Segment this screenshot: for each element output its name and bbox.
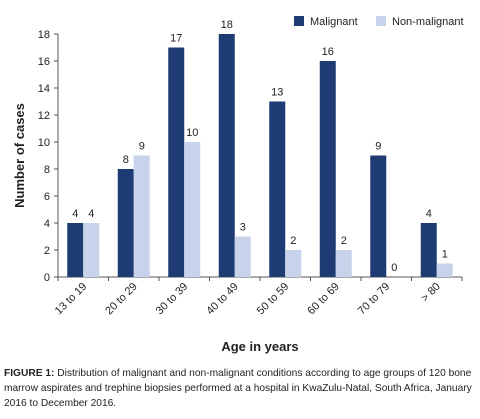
legend-label: Non-malignant xyxy=(392,16,464,28)
bar-malignant xyxy=(117,169,134,277)
data-label: 18 xyxy=(221,19,233,31)
data-label: 8 xyxy=(123,154,129,166)
legend-swatch xyxy=(294,16,304,26)
data-label: 2 xyxy=(290,235,296,247)
bar-non-malignant xyxy=(234,236,251,277)
data-label: 13 xyxy=(271,87,283,99)
bar-malignant xyxy=(420,223,437,277)
y-tick-label: 14 xyxy=(38,83,50,95)
data-label: 17 xyxy=(170,33,182,45)
x-tick-label: 50 to 59 xyxy=(255,281,292,318)
y-tick-label: 4 xyxy=(44,218,50,230)
bar-malignant xyxy=(319,61,336,277)
data-label: 3 xyxy=(240,222,246,234)
bar-malignant xyxy=(370,155,387,277)
bar-non-malignant xyxy=(133,155,150,277)
x-tick-label: 13 to 19 xyxy=(53,281,90,318)
data-label: 16 xyxy=(322,46,334,58)
bar-malignant xyxy=(168,47,185,277)
y-tick-label: 8 xyxy=(44,164,50,176)
figure-caption: FIGURE 1: Distribution of malignant and … xyxy=(4,366,476,411)
chart-container: 0 2 4 6 8 10 12 14 16 18 4 4 13 to 19 8 9 20 to 29 17 10 3… xyxy=(12,16,464,354)
bar-non-malignant xyxy=(436,263,453,277)
y-tick-label: 12 xyxy=(38,110,50,122)
data-label: 10 xyxy=(186,127,198,139)
y-tick-label: 10 xyxy=(38,137,50,149)
data-label: 4 xyxy=(426,208,432,220)
data-label: 9 xyxy=(375,141,381,153)
y-tick-label: 16 xyxy=(38,56,50,68)
bar-malignant xyxy=(269,101,286,277)
legend-label: Malignant xyxy=(310,16,358,28)
data-label: 1 xyxy=(442,249,448,261)
data-label: 2 xyxy=(341,235,347,247)
caption-text: Distribution of malignant and non-malign… xyxy=(4,368,472,409)
legend-swatch xyxy=(376,16,386,26)
bar-non-malignant xyxy=(83,223,100,277)
bar-malignant xyxy=(67,223,84,277)
y-tick-label: 0 xyxy=(44,272,50,284)
y-tick-label: 2 xyxy=(44,245,50,257)
caption-label: FIGURE 1: xyxy=(4,368,55,379)
x-tick-label: 70 to 79 xyxy=(356,281,393,318)
x-tick-label: 40 to 49 xyxy=(204,281,241,318)
data-label: 4 xyxy=(88,208,94,220)
x-tick-label: 20 to 29 xyxy=(103,281,140,318)
bar-non-malignant xyxy=(184,142,201,277)
data-label: 4 xyxy=(72,208,78,220)
bar-malignant xyxy=(218,34,235,277)
y-axis-title: Number of cases xyxy=(12,103,27,208)
x-tick-label: 60 to 69 xyxy=(305,281,342,318)
x-tick-label: > 80 xyxy=(419,281,443,305)
data-label: 9 xyxy=(139,141,145,153)
bar-non-malignant xyxy=(285,250,302,277)
x-axis-title: Age in years xyxy=(221,339,298,354)
x-tick-label: 30 to 39 xyxy=(154,281,191,318)
data-label: 0 xyxy=(391,262,397,274)
y-tick-label: 18 xyxy=(38,29,50,41)
bar-non-malignant xyxy=(335,250,352,277)
y-tick-label: 6 xyxy=(44,191,50,203)
